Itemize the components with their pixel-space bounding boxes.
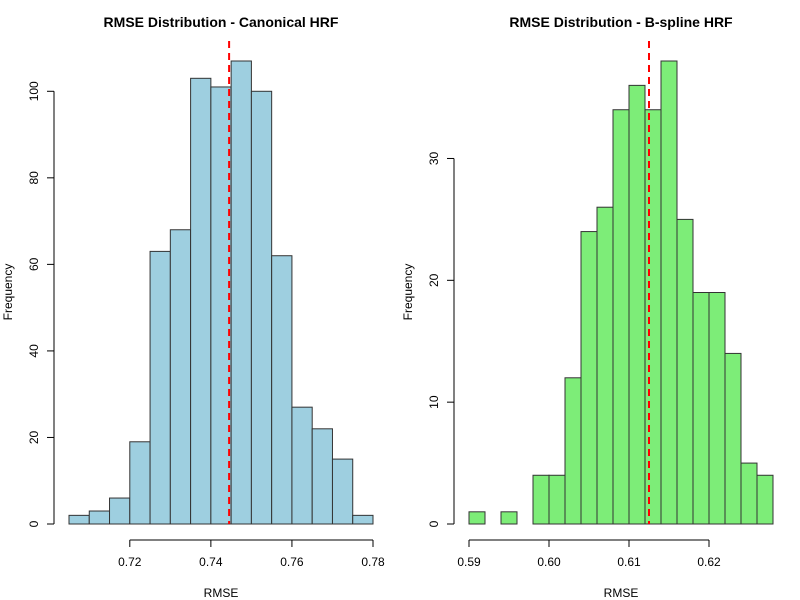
histogram-bar (740, 462, 758, 525)
histogram-bar (331, 458, 354, 525)
histogram-bar (291, 406, 313, 525)
histogram-bar (596, 206, 614, 525)
histogram-bar (708, 292, 726, 525)
histogram-bar (230, 60, 252, 525)
histogram-bar (210, 86, 232, 525)
x-axis: 0.59 0.60 0.61 0.62 (457, 539, 721, 569)
bars (468, 60, 774, 525)
histogram-bar (756, 474, 774, 525)
x-tick-label: 0.61 (617, 555, 641, 569)
x-tick-label: 0.59 (457, 555, 481, 569)
y-axis-label: Frequency (401, 264, 415, 321)
histogram-bar (88, 510, 111, 525)
histogram-canonical-hrf: RMSE Distribution - Canonical HRF 0.72 0.… (1, 14, 385, 600)
x-tick-label: 0.78 (361, 555, 385, 569)
y-tick-label: 10 (427, 395, 441, 409)
y-axis: 0 10 20 30 (427, 151, 455, 527)
y-tick-label: 20 (27, 430, 41, 444)
x-tick-label: 0.60 (537, 555, 561, 569)
x-axis: 0.72 0.74 0.76 0.78 (118, 539, 385, 569)
chart-title: RMSE Distribution - B-spline HRF (509, 14, 733, 30)
histogram-bar (628, 84, 646, 525)
histogram-bar (190, 77, 212, 525)
histogram-bar (612, 109, 630, 525)
y-tick-label: 30 (427, 151, 441, 165)
histogram-bar (660, 60, 678, 525)
histogram-bar (109, 497, 131, 525)
chart-title: RMSE Distribution - Canonical HRF (104, 14, 339, 30)
histogram-bar (548, 474, 566, 525)
histogram-bar (564, 377, 582, 525)
histogram-bar (676, 218, 694, 525)
y-tick-label: 40 (27, 344, 41, 358)
x-tick-label: 0.76 (280, 555, 304, 569)
x-axis-label: RMSE (204, 586, 239, 600)
histogram-bar (68, 514, 90, 525)
y-tick-label: 0 (427, 520, 441, 527)
y-tick-label: 0 (27, 520, 41, 527)
histogram-bar (692, 292, 710, 525)
y-tick-label: 100 (27, 81, 41, 101)
x-tick-label: 0.62 (697, 555, 721, 569)
histogram-bar (169, 229, 192, 525)
histogram-bar (250, 90, 273, 525)
x-tick-label: 0.72 (118, 555, 142, 569)
histogram-bar (500, 511, 518, 525)
histogram-bar (580, 231, 598, 525)
histogram-bar (644, 109, 662, 525)
bars (68, 60, 374, 525)
histogram-bar (532, 474, 550, 525)
histogram-bar (149, 250, 171, 525)
histogram-bar (311, 428, 333, 525)
x-tick-label: 0.74 (199, 555, 223, 569)
y-tick-label: 80 (27, 171, 41, 185)
x-axis-label: RMSE (604, 586, 639, 600)
histogram-bar (724, 352, 742, 525)
histogram-bar (271, 255, 293, 525)
y-axis: 0 20 40 60 80 100 (27, 81, 55, 527)
histogram-bar (352, 514, 374, 525)
y-axis-label: Frequency (1, 264, 15, 321)
histogram-bspline-hrf: RMSE Distribution - B-spline HRF 0.59 0.6… (401, 14, 774, 600)
y-tick-label: 60 (27, 257, 41, 271)
histogram-bar (129, 441, 151, 525)
y-tick-label: 20 (427, 273, 441, 287)
histogram-bar (468, 511, 486, 525)
